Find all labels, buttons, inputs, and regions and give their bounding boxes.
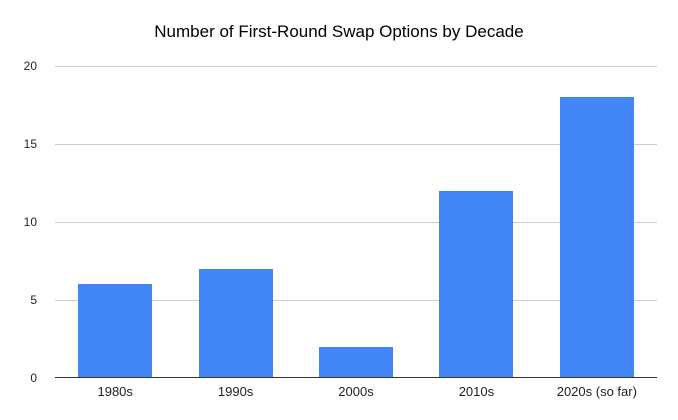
bar-slot [296,66,416,378]
y-tick-label: 5 [30,293,37,307]
x-axis-line [55,377,657,378]
bar-2010s [439,190,514,378]
bar-1980s [78,284,153,378]
y-axis-labels: 0 5 10 15 20 [0,59,46,385]
x-tick-label: 1990s [217,384,254,399]
bar-slot [416,66,536,378]
plot-area [55,66,657,378]
gridline [55,144,657,145]
y-tick-label: 15 [23,137,37,151]
gridline [55,300,657,301]
y-tick-label: 10 [23,215,37,229]
x-tick-label: 1980s [97,384,133,399]
bar-1990s [198,268,273,378]
x-tick-label: 2020s (so far) [556,384,637,399]
chart-title: Number of First-Round Swap Options by De… [154,22,524,41]
gridline [55,222,657,223]
bar-2000s [319,346,394,378]
x-tick-label: 2010s [458,384,495,399]
y-tick-label: 20 [23,59,37,73]
x-tick-label: 2000s [338,384,374,399]
x-axis-labels: 1980s 1990s 2000s 2010s 2020s (so far) [55,384,657,400]
bar-slot [175,66,295,378]
bar-slot [55,66,175,378]
bar-2020s (so far) [559,97,634,378]
y-tick-label: 0 [30,371,37,385]
bars-container [55,66,657,378]
gridline [55,66,657,67]
bar-slot [537,66,657,378]
